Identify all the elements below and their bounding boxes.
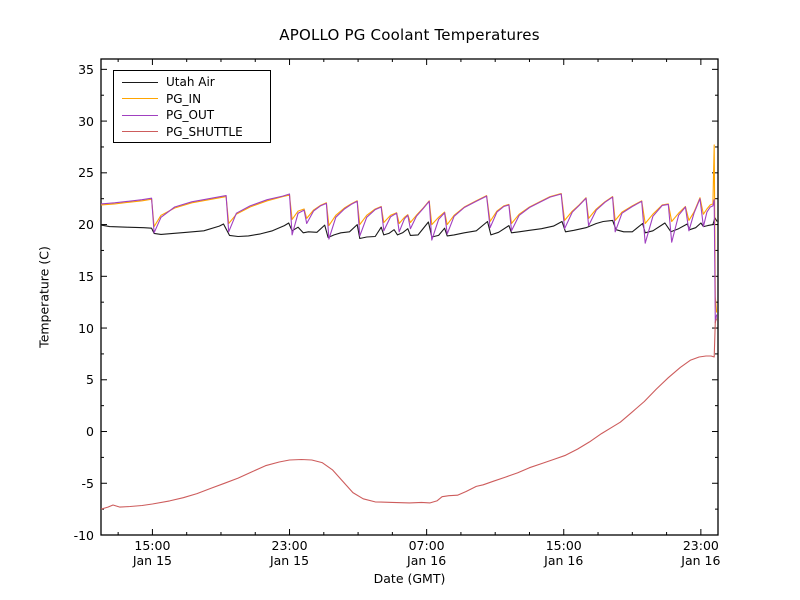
legend-label: PG_OUT bbox=[166, 108, 215, 123]
chart-title: APOLLO PG Coolant Temperatures bbox=[279, 26, 540, 44]
y-tick-label: 35 bbox=[78, 61, 94, 77]
y-tick-label: 25 bbox=[78, 165, 94, 181]
x-axis-label: Date (GMT) bbox=[373, 571, 446, 586]
series-line-utah-air bbox=[100, 217, 718, 240]
legend-label: Utah Air bbox=[166, 75, 215, 90]
legend-label: PG_IN bbox=[166, 91, 202, 106]
series-line-pg-out bbox=[100, 193, 718, 324]
y-tick-label: -5 bbox=[81, 475, 94, 491]
legend-entry-pg-out: PG_OUT bbox=[122, 107, 270, 124]
series-line-pg-shuttle bbox=[100, 318, 718, 510]
legend-entry-utah-air: Utah Air bbox=[122, 74, 270, 91]
legend-entry-pg-shuttle: PG_SHUTTLE bbox=[122, 124, 270, 141]
legend-line-swatch bbox=[122, 131, 158, 133]
x-tick-label: 15:00 Jan 16 bbox=[544, 538, 584, 568]
legend-line-swatch bbox=[122, 114, 158, 116]
x-tick-label: 15:00 Jan 15 bbox=[132, 538, 172, 568]
axes-frame bbox=[100, 58, 719, 536]
y-tick-label: 5 bbox=[86, 372, 94, 388]
y-tick-label: 15 bbox=[78, 268, 94, 284]
legend: Utah Air PG_IN PG_OUT PG_SHUTTLE bbox=[113, 70, 271, 143]
legend-line-swatch bbox=[122, 98, 158, 100]
x-tick-label: 23:00 Jan 15 bbox=[269, 538, 310, 568]
x-tick-label: 07:00 Jan 16 bbox=[407, 538, 447, 568]
x-tick-label: 23:00 Jan 16 bbox=[681, 538, 721, 568]
y-tick-label: -10 bbox=[73, 527, 94, 543]
series-line-pg-in bbox=[100, 144, 718, 313]
legend-entry-pg-in: PG_IN bbox=[122, 91, 270, 108]
y-tick-label: 20 bbox=[78, 217, 94, 233]
legend-label: PG_SHUTTLE bbox=[166, 124, 243, 139]
legend-line-swatch bbox=[122, 81, 158, 83]
y-tick-label: 30 bbox=[78, 113, 94, 129]
y-tick-label: 10 bbox=[78, 320, 94, 336]
y-tick-label: 0 bbox=[86, 424, 94, 440]
